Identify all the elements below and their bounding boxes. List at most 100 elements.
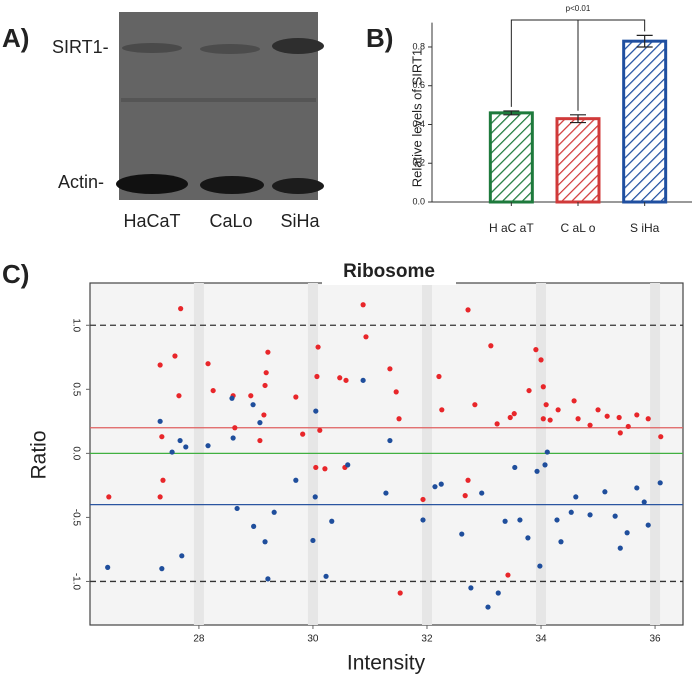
point — [525, 535, 531, 541]
point — [571, 398, 577, 404]
point — [159, 566, 165, 572]
point — [645, 522, 651, 528]
point — [250, 402, 256, 408]
x-tick-label: 28 — [193, 634, 205, 645]
y-tick-label: 1.0 — [70, 318, 81, 332]
lane-label: SiHa — [280, 211, 320, 231]
x-tick-label: 30 — [307, 634, 319, 645]
point — [397, 590, 403, 596]
y-tick-label: 0.0 — [412, 196, 425, 206]
point — [257, 437, 263, 444]
point — [396, 416, 402, 422]
point — [105, 564, 111, 570]
point — [360, 377, 366, 383]
point — [641, 499, 647, 505]
bar — [622, 39, 668, 204]
point — [345, 462, 351, 468]
point — [323, 573, 329, 579]
point — [310, 537, 316, 544]
point — [542, 462, 548, 468]
y-tick-label: 0.2 — [412, 158, 425, 168]
y-tick-label: 0.8 — [412, 41, 425, 51]
point — [183, 444, 189, 450]
point — [234, 505, 240, 512]
point — [624, 530, 630, 536]
point — [495, 590, 501, 596]
point — [317, 427, 323, 433]
point — [602, 489, 608, 495]
point — [543, 402, 549, 408]
point — [555, 407, 561, 413]
point — [265, 349, 271, 355]
point — [205, 361, 211, 367]
point — [387, 437, 393, 444]
point — [612, 513, 618, 519]
point — [485, 604, 491, 610]
x-tick-label: H aC aT — [489, 221, 534, 235]
point — [634, 412, 640, 418]
point — [293, 477, 299, 483]
point — [544, 449, 550, 455]
y-tick-label: -1.0 — [70, 573, 81, 591]
point — [393, 389, 399, 395]
x-axis-label: Intensity — [347, 652, 426, 675]
point — [517, 517, 523, 523]
point — [169, 449, 175, 455]
point — [257, 420, 263, 426]
y-tick-label: 0.4 — [412, 119, 425, 129]
point — [540, 416, 546, 422]
point — [436, 373, 442, 380]
band-label: SIRT1- — [52, 37, 109, 57]
point — [229, 395, 235, 401]
panel-label: A) — [2, 23, 29, 53]
point — [505, 572, 511, 578]
point — [645, 416, 651, 422]
error-bar — [570, 114, 586, 124]
point — [604, 413, 610, 419]
lane-label: HaCaT — [123, 211, 180, 231]
x-tick-label: 36 — [649, 634, 661, 645]
y-tick-label: 0.6 — [412, 80, 425, 90]
lane-label: CaLo — [209, 211, 252, 231]
point — [205, 443, 211, 449]
point — [176, 393, 182, 399]
point — [178, 306, 184, 312]
point — [554, 517, 560, 523]
point — [262, 539, 268, 545]
point — [312, 494, 318, 500]
point — [575, 416, 581, 422]
point — [157, 362, 163, 368]
error-bar — [636, 34, 653, 48]
title-box — [322, 259, 456, 285]
point — [507, 414, 513, 421]
point — [300, 431, 306, 437]
point — [488, 343, 494, 349]
point — [313, 464, 319, 471]
blot-image — [116, 12, 324, 200]
point — [251, 523, 257, 529]
point — [540, 384, 546, 390]
annotation: p<0.01 — [566, 4, 591, 13]
scatter-chart: C) 28 30 32 34 36 1.0 0.5 0.0 -0.5 -1.0 Ribosome Int… — [2, 259, 684, 675]
x-tick-label: S iHa — [630, 221, 660, 235]
panel-label: C) — [2, 259, 29, 289]
point — [420, 517, 426, 523]
bar — [488, 111, 534, 204]
y-axis-label: Relative levels of SIRT1 — [409, 49, 424, 188]
point — [625, 423, 631, 430]
panel-label: B) — [366, 23, 393, 53]
point — [502, 518, 508, 524]
point — [617, 545, 623, 551]
point — [322, 466, 328, 472]
point — [595, 407, 601, 413]
point — [232, 425, 238, 431]
point — [157, 494, 163, 500]
point — [459, 531, 465, 537]
point — [479, 490, 485, 496]
y-tick-label: -0.5 — [70, 509, 81, 527]
point — [617, 430, 623, 436]
point — [547, 417, 553, 423]
x-tick-label: 34 — [535, 634, 547, 645]
